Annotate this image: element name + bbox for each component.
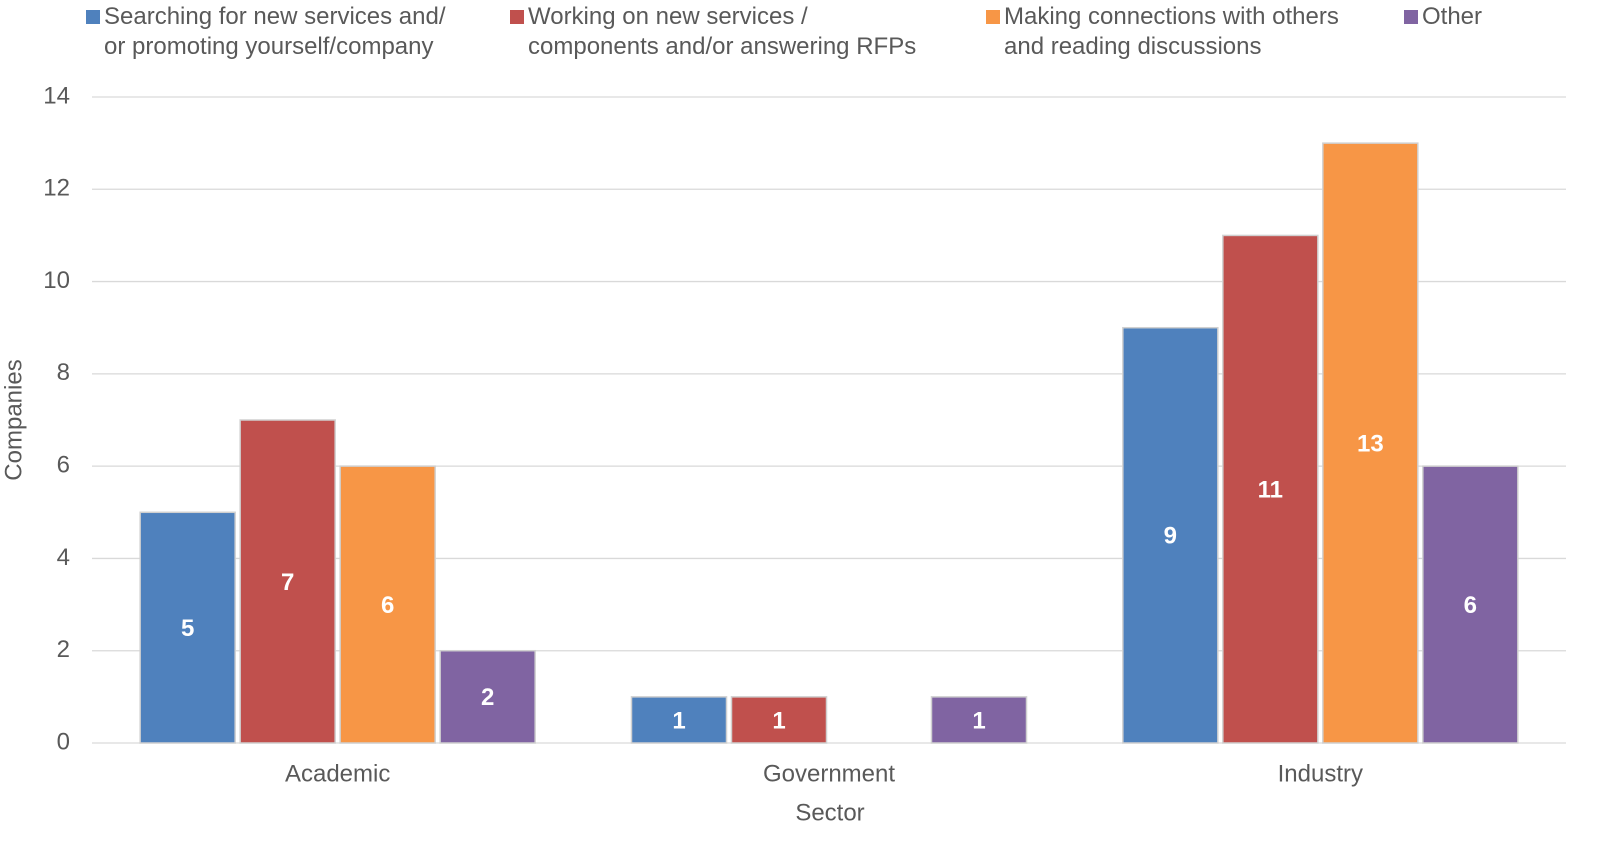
legend-label: Working on new services / components and…: [528, 3, 917, 60]
y-tick-label: 12: [43, 175, 70, 202]
y-tick-label: 8: [57, 359, 70, 386]
legend-swatch: [986, 10, 1000, 24]
legend-label: Searching for new services and/ or promo…: [104, 3, 446, 60]
data-label: 6: [381, 592, 394, 619]
y-tick-label: 4: [57, 544, 70, 571]
bar: [1322, 142, 1419, 744]
y-axis-title: Companies: [0, 359, 27, 480]
bar: [730, 696, 828, 744]
bar: [1122, 326, 1219, 744]
data-label: 6: [1464, 592, 1477, 619]
bar: [1222, 234, 1319, 744]
data-label: 9: [1164, 523, 1177, 550]
bar: [630, 696, 728, 744]
x-tick-label: Industry: [1278, 760, 1363, 787]
legend-label: Making connections with others and readi…: [1004, 3, 1339, 60]
bar: [239, 419, 336, 744]
x-tick-label: Government: [763, 760, 895, 787]
data-label: 1: [972, 707, 985, 734]
y-tick-label: 0: [57, 728, 70, 755]
legend-swatch: [86, 10, 100, 24]
bar: [339, 465, 436, 744]
y-tick-label: 14: [43, 82, 70, 109]
bar: [139, 511, 236, 744]
data-label: 1: [672, 707, 685, 734]
data-label: 11: [1258, 477, 1283, 504]
bar: [930, 696, 1028, 744]
data-label: 1: [772, 707, 785, 734]
legend-label: Other: [1422, 3, 1483, 30]
y-tick-label: 2: [57, 636, 70, 663]
x-tick-label: Academic: [285, 760, 390, 787]
y-tick-label: 10: [43, 267, 70, 294]
legend-swatch: [1404, 10, 1418, 24]
bar: [439, 649, 536, 744]
bar: [1422, 465, 1519, 744]
data-label: 7: [281, 569, 294, 596]
data-label: 2: [481, 684, 494, 711]
x-axis-title: Sector: [795, 799, 864, 826]
data-label: 13: [1357, 430, 1384, 457]
y-tick-label: 6: [57, 451, 70, 478]
data-label: 5: [181, 615, 194, 642]
legend-swatch: [510, 10, 524, 24]
